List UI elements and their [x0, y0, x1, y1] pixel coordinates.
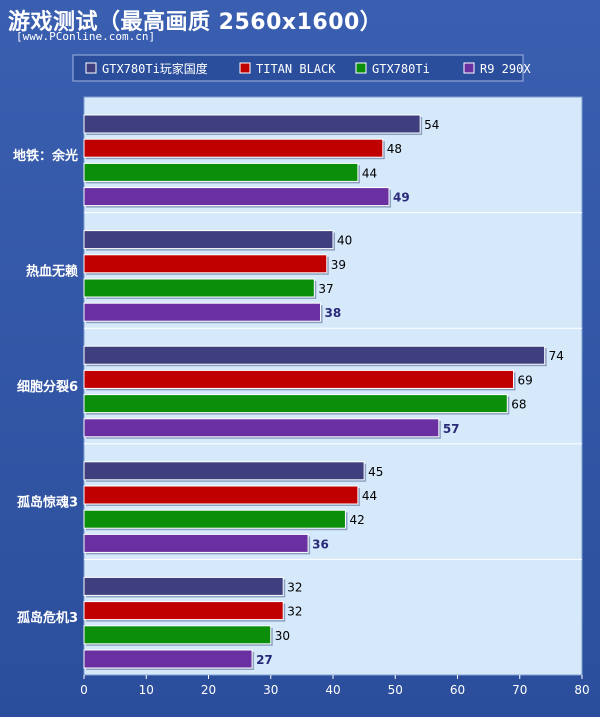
bar [83, 533, 309, 553]
x-tick-label: 0 [80, 683, 88, 697]
category-label: 热血无赖 [26, 263, 78, 279]
value-label: 36 [312, 537, 329, 551]
bar [83, 461, 365, 481]
value-label: 30 [275, 629, 290, 643]
chart-title: 游戏测试（最高画质 2560x1600） [8, 10, 383, 35]
value-label: 44 [362, 166, 377, 180]
x-tick-label: 30 [263, 683, 278, 697]
x-tick-label: 80 [574, 683, 589, 697]
value-label: 42 [349, 513, 364, 527]
value-label: 49 [393, 191, 410, 205]
legend-label-2: GTX780Ti [372, 62, 430, 76]
value-label: 68 [511, 398, 526, 412]
value-label: 37 [318, 282, 333, 296]
x-tick-label: 70 [512, 683, 527, 697]
category-label: 细胞分裂6 [17, 379, 78, 395]
legend-label-0: GTX780Ti玩家国度 [102, 61, 208, 76]
bar [83, 162, 359, 182]
value-label: 54 [424, 118, 439, 132]
bar [83, 138, 384, 158]
value-label: 48 [387, 142, 402, 156]
source-watermark: [www.PConline.com.cn] [16, 30, 156, 43]
x-tick-label: 40 [325, 683, 340, 697]
bar [83, 625, 272, 645]
value-label: 74 [549, 349, 564, 363]
bar [83, 254, 328, 274]
bar [83, 278, 315, 298]
x-tick-label: 10 [139, 683, 154, 697]
bar [83, 601, 284, 621]
bar [83, 302, 322, 322]
legend-label-1: TITAN BLACK [256, 62, 336, 76]
value-label: 39 [331, 258, 346, 272]
bar [83, 114, 421, 134]
value-label: 57 [443, 422, 460, 436]
bar [83, 230, 334, 250]
x-tick-label: 60 [450, 683, 465, 697]
legend-swatch-1 [239, 62, 251, 74]
bar [83, 187, 390, 207]
bar [83, 649, 253, 669]
x-tick-label: 20 [201, 683, 216, 697]
bar [83, 509, 346, 529]
value-label: 38 [325, 306, 342, 320]
bar [83, 369, 515, 389]
value-label: 40 [337, 234, 352, 248]
legend-label-3: R9 290X [480, 62, 531, 76]
value-label: 44 [362, 489, 377, 503]
value-label: 32 [287, 605, 302, 619]
legend-box [72, 54, 524, 82]
value-label: 45 [368, 465, 383, 479]
legend-swatch-2 [355, 62, 367, 74]
category-label: 孤岛危机3 [17, 610, 78, 626]
legend-swatch-3 [463, 62, 475, 74]
bar [83, 485, 359, 505]
x-tick-label: 50 [388, 683, 403, 697]
category-label: 孤岛惊魂3 [17, 495, 78, 511]
bar [83, 345, 546, 365]
legend-swatch-0 [85, 62, 97, 74]
value-label: 32 [287, 580, 302, 594]
bar [83, 576, 284, 596]
bar [83, 418, 440, 438]
value-label: 69 [518, 373, 533, 387]
category-label: 地铁：余光 [13, 148, 78, 164]
value-label: 27 [256, 653, 273, 667]
bar [83, 394, 508, 414]
